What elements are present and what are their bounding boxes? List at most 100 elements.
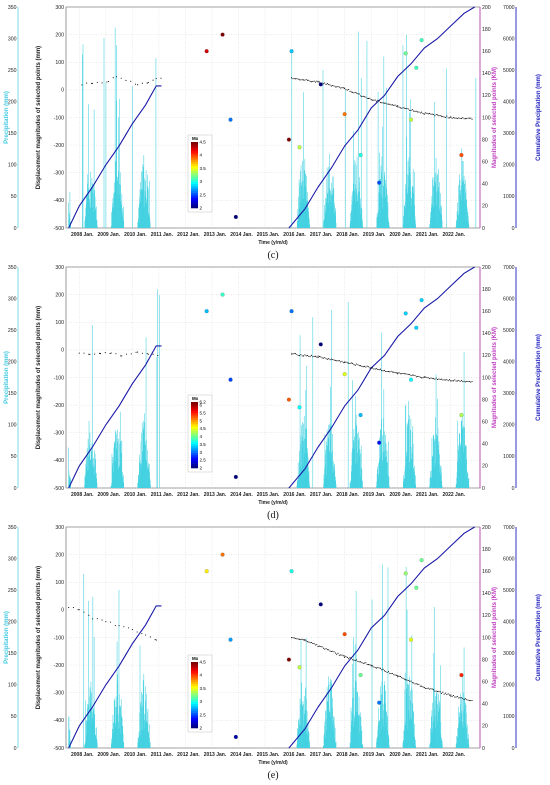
x-tick-label: 2014 Jan. [230,232,253,238]
displacement-point [152,353,154,355]
displacement-point [370,367,372,369]
x-tick-label: 2017 Jan. [310,752,333,758]
displacement-point [369,97,371,99]
displacement-point [78,352,80,354]
colorbar-segment [191,710,198,713]
displacement-point [341,87,343,89]
mag-tick-label: 120 [482,613,491,619]
displacement-point [333,651,335,653]
colorbar-segment [191,426,198,429]
earthquake-point [318,82,323,87]
displacement-point [401,373,403,375]
earthquake-point [204,569,209,574]
colorbar-segment [191,441,198,445]
displacement-point [464,698,466,700]
earthquake-point [377,440,382,445]
displacement-point [417,683,419,685]
cum-tick-label: 4000 [503,360,515,366]
displacement-point [68,607,70,609]
precip-tick-label: 350 [8,265,17,271]
colorbar-segment [191,408,198,412]
cum-tick-label: 3000 [503,651,515,657]
displacement-point [337,86,339,88]
displacement-point [321,357,323,359]
x-tick-label: 2011 Jan. [151,232,174,238]
disp-tick-label: -300 [54,691,64,697]
colorbar-segment [191,465,198,469]
displacement-point [72,606,74,609]
x-tick-label: 2010 Jan. [124,492,147,498]
displacement-point [94,353,96,355]
colorbar-segment [191,725,198,729]
displacement-point [427,377,429,379]
displacement-point [96,81,98,83]
displacement-point [326,358,328,360]
displacement-point [386,103,388,105]
displacement-point [318,645,320,647]
earthquake-point [204,49,209,54]
x-tick-label: 2011 Jan. [151,752,174,758]
earthquake-markers [204,32,464,219]
displacement-point [336,360,338,362]
x-tick-label: 2010 Jan. [124,232,147,238]
displacement-point [407,108,409,110]
colorbar-tick: 2 [200,726,203,731]
displacement-point [316,644,318,646]
displacement-point [146,82,148,84]
displacement-point [317,81,319,83]
displacement-point [467,117,469,119]
displacement-point [322,357,324,359]
displacement-point [308,79,310,81]
displacement-point [99,353,102,355]
displacement-point [337,360,339,362]
displacement-point [345,89,347,91]
displacement-point [301,638,303,640]
displacement-point [456,695,458,697]
colorbar-segment [191,419,198,423]
earthquake-point [233,474,238,479]
x-tick-label: 2008 Jan. [71,752,94,758]
colorbar-segment [191,166,198,169]
displacement-point [442,379,444,381]
cumulative-line-early [68,605,162,749]
colorbar-tick: 6.2 [200,400,207,405]
displacement-point [394,674,396,676]
displacement-point [83,352,85,354]
disp-axis-label: Displacement magnitudes of selected poin… [36,46,42,189]
displacement-point [324,357,326,359]
colorbar-tick: 3.5 [200,442,207,447]
colorbar-segment [191,161,198,165]
displacement-point [330,85,332,87]
displacement-point [297,78,299,80]
displacement-point [330,650,332,653]
displacement-point [458,697,460,699]
displacement-point [155,639,157,641]
colorbar-segment [191,448,198,451]
colorbar-segment [191,463,198,467]
displacement-point [397,372,399,374]
x-tick-label: 2020 Jan. [389,232,412,238]
earthquake-point [459,153,464,158]
displacement-point [322,83,324,85]
disp-tick-label: -400 [54,458,64,464]
displacement-point [375,368,378,370]
displacement-point [360,365,362,367]
displacement-point [147,81,149,83]
x-tick-label: 2015 Jan. [257,752,280,758]
displacement-point [330,358,332,360]
disp-tick-label: 200 [55,292,64,298]
displacement-point [318,355,320,358]
displacement-point [110,352,112,354]
mag-tick-label: 200 [482,5,491,11]
x-tick-label: 2018 Jan. [336,492,359,498]
displacement-point [332,358,334,360]
displacement-point [397,675,399,677]
displacement-point [89,353,91,356]
mag-tick-label: 160 [482,569,491,575]
displacement-point [463,699,465,701]
disp-tick-label: -200 [54,663,64,669]
precip-tick-label: 200 [8,620,17,626]
displacement-point [468,117,470,119]
cum-tick-label: 2000 [503,163,515,169]
displacement-point [391,371,393,373]
